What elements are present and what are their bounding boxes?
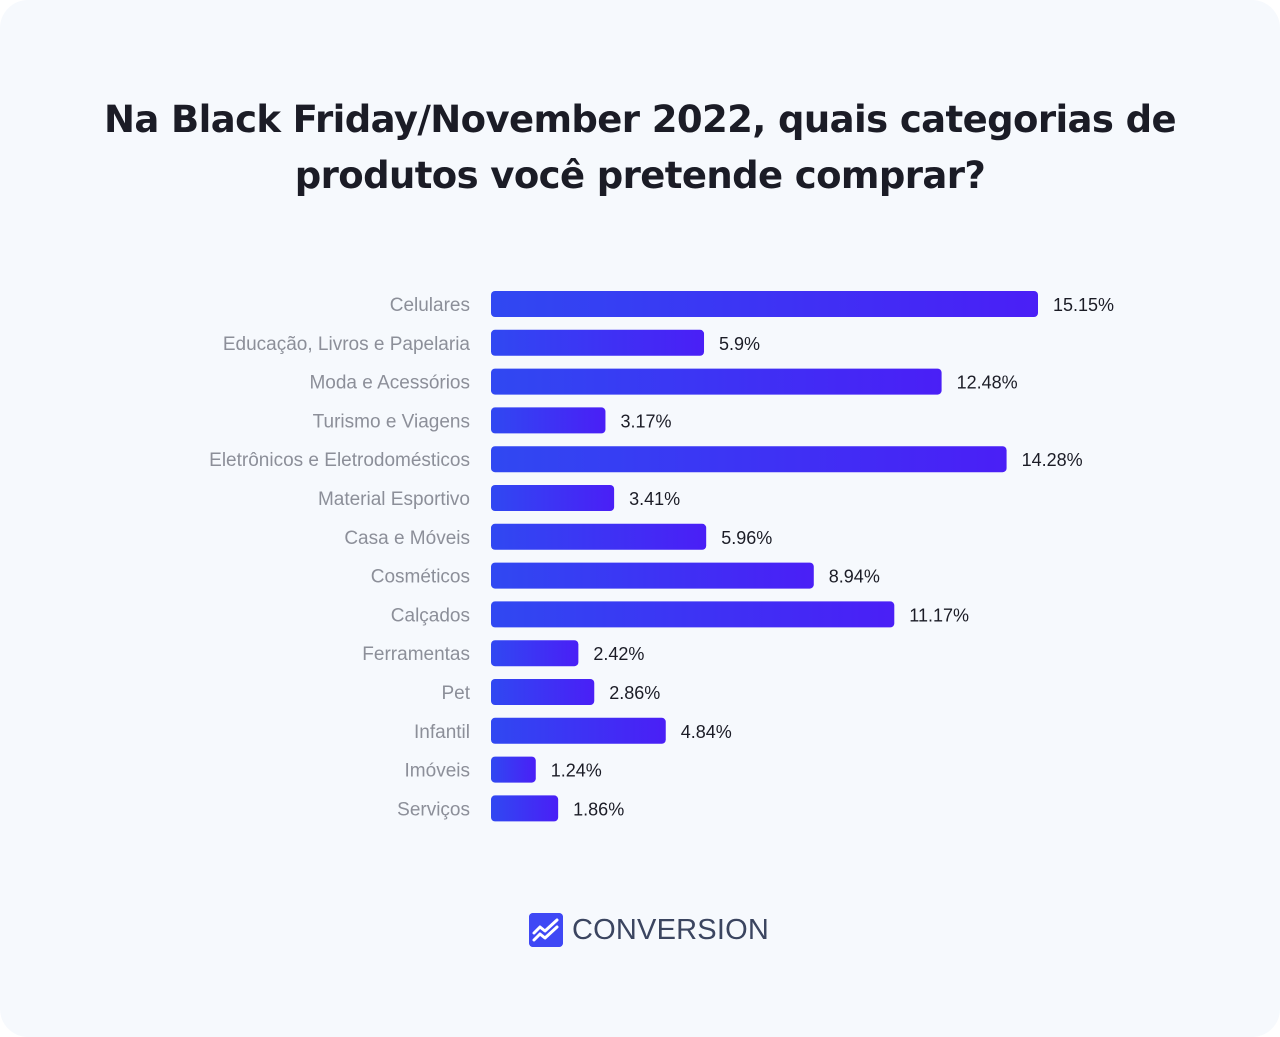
chart-title: Na Black Friday/November 2022, quais cat… [0, 92, 1280, 204]
category-label: Turismo e Viagens [313, 411, 470, 432]
bar [491, 601, 895, 628]
value-label: 3.41% [629, 489, 680, 509]
category-label: Celulares [390, 295, 470, 316]
value-label: 1.24% [551, 761, 602, 781]
bar [491, 640, 579, 667]
value-label: 3.17% [620, 411, 671, 431]
chart-title-line-2: produtos você pretende comprar? [294, 154, 986, 197]
category-label: Casa e Móveis [344, 528, 470, 549]
category-label: Material Esportivo [318, 489, 470, 510]
category-label: Infantil [414, 722, 470, 743]
value-label: 2.42% [593, 644, 644, 664]
value-label: 2.86% [609, 683, 660, 703]
bar [491, 717, 666, 744]
brand-name: CONVERSION [572, 913, 769, 946]
bar [491, 562, 814, 589]
bar [491, 329, 705, 356]
category-label: Educação, Livros e Papelaria [223, 334, 471, 355]
category-label: Eletrônicos e Eletrodomésticos [209, 450, 470, 471]
brand-logo: CONVERSION [529, 912, 769, 948]
category-label: Imóveis [405, 761, 470, 782]
value-label: 12.48% [957, 373, 1018, 393]
category-label: Cosméticos [371, 567, 470, 588]
category-label: Ferramentas [362, 644, 470, 665]
value-label: 4.84% [681, 722, 732, 742]
value-label: 15.15% [1053, 295, 1114, 315]
bar [491, 407, 606, 434]
bar [491, 756, 536, 783]
bar [491, 679, 595, 705]
chart-title-line-1: Na Black Friday/November 2022, quais cat… [104, 98, 1177, 141]
value-label: 8.94% [829, 567, 880, 587]
bars-group: Celulares 15.15% Educação, Livros e Papela… [209, 291, 1114, 822]
bar [491, 795, 559, 822]
value-label: 14.28% [1022, 450, 1083, 470]
value-label: 11.17% [909, 605, 969, 625]
bar [491, 446, 1007, 473]
bar [491, 368, 942, 395]
value-label: 5.9% [719, 334, 760, 354]
value-label: 5.96% [721, 528, 772, 548]
bar-chart: Celulares 15.15% Educação, Livros e Papela… [209, 291, 1114, 822]
bar [491, 291, 1038, 317]
category-label: Calçados [391, 605, 470, 626]
trend-chart-icon [529, 913, 563, 947]
bar [491, 485, 615, 511]
category-label: Serviços [397, 799, 470, 820]
category-label: Moda e Acessórios [309, 373, 470, 394]
category-label: Pet [441, 683, 470, 704]
bar [491, 523, 707, 550]
value-label: 1.86% [573, 799, 624, 819]
